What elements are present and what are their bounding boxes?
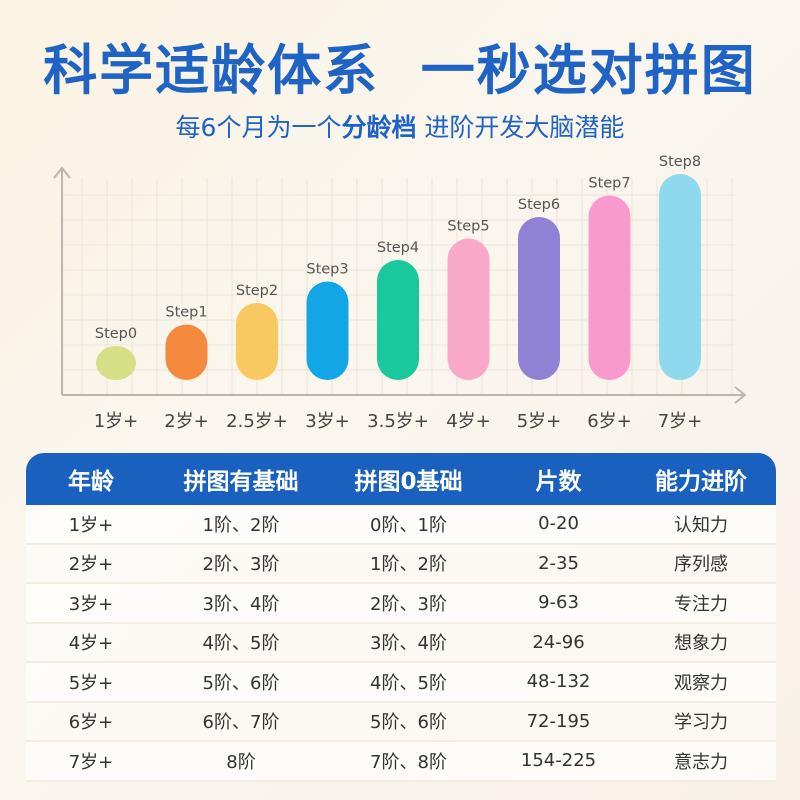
bar-label: Step8 bbox=[659, 154, 701, 170]
cell-pieces: 2-35 bbox=[538, 552, 579, 574]
cell-beginner: 7阶、8阶 bbox=[370, 751, 447, 773]
cell-pieces: 24-96 bbox=[532, 631, 585, 653]
bar bbox=[447, 238, 490, 380]
cell-ability: 学习力 bbox=[674, 712, 728, 734]
bar-label: Step2 bbox=[236, 283, 278, 299]
cell-ability: 认知力 bbox=[674, 514, 728, 536]
cell-experienced: 1阶、2阶 bbox=[202, 514, 280, 536]
y-axis-arrow bbox=[53, 166, 71, 179]
cell-ability: 专注力 bbox=[674, 593, 728, 615]
chart-bars: Step0 Step1 Step2 Step3 Step4 Step5 Step6 Step7… bbox=[95, 154, 701, 380]
cell-ability: 序列感 bbox=[674, 554, 728, 576]
x-tick-label: 2岁+ bbox=[164, 411, 209, 432]
cell-pieces: 0-20 bbox=[538, 513, 579, 535]
cell-experienced: 6阶、7阶 bbox=[202, 712, 280, 734]
x-tick-label: 7岁+ bbox=[658, 411, 703, 432]
header-cell-age: 年龄 bbox=[68, 469, 114, 495]
bar-label: Step0 bbox=[95, 326, 137, 342]
x-axis-arrow bbox=[734, 386, 747, 404]
table-row: 1岁+ 1阶、2阶 0阶、1阶 0-20 认知力 bbox=[26, 505, 776, 545]
cell-pieces: 154-225 bbox=[520, 750, 597, 772]
header-cell-experienced: 拼图有基础 bbox=[183, 469, 299, 495]
cell-beginner: 5阶、6阶 bbox=[370, 712, 447, 734]
chart-axes: 1岁+ 2岁+ 2.5岁+ 3岁+ 3.5岁+ 4岁+ 5岁+ 6岁+ 7岁+ bbox=[53, 166, 747, 432]
cell-experienced: 3阶、4阶 bbox=[202, 593, 280, 615]
cell-ability: 想象力 bbox=[674, 633, 728, 655]
bar-label: Step7 bbox=[588, 176, 630, 192]
header-cell-ability: 能力进阶 bbox=[655, 469, 747, 495]
page-subtitle: 每6个月为一个分龄档 进阶开发大脑潜能 bbox=[0, 108, 800, 144]
bar bbox=[306, 281, 349, 380]
cell-experienced: 8阶 bbox=[226, 751, 256, 773]
table-row: 6岁+ 6阶、7阶 5阶、6阶 72-195 学习力 bbox=[26, 702, 776, 742]
table-row: 4岁+ 4阶、5阶 3阶、4阶 24-96 想象力 bbox=[26, 623, 776, 663]
cell-age: 1岁+ bbox=[68, 514, 114, 536]
cell-beginner: 3阶、4阶 bbox=[370, 633, 447, 655]
cell-experienced: 2阶、3阶 bbox=[202, 554, 280, 576]
x-tick-label: 2.5岁+ bbox=[226, 411, 288, 432]
cell-pieces: 48-132 bbox=[526, 671, 591, 693]
cell-beginner: 0阶、1阶 bbox=[370, 514, 447, 536]
header-cell-pieces: 片数 bbox=[535, 469, 582, 495]
bar-label: Step6 bbox=[518, 197, 560, 213]
cell-beginner: 4阶、5阶 bbox=[370, 672, 447, 694]
cell-experienced: 4阶、5阶 bbox=[202, 633, 280, 655]
step-chart: Step0 Step1 Step2 Step3 Step4 Step5 Step6 Step7… bbox=[53, 154, 747, 432]
bar bbox=[518, 217, 560, 380]
table-header: 年龄 拼图有基础 拼图0基础 片数 能力进阶 bbox=[26, 453, 776, 505]
subtitle-bold: 分龄档 bbox=[341, 113, 417, 142]
table-row: 3岁+ 3阶、4阶 2阶、3阶 9-63 专注力 bbox=[26, 584, 776, 624]
cell-ability: 观察力 bbox=[674, 672, 728, 694]
x-tick-label: 3.5岁+ bbox=[367, 411, 429, 432]
cell-pieces: 9-63 bbox=[538, 592, 579, 614]
table-row: 2岁+ 2阶、3阶 1阶、2阶 2-35 序列感 bbox=[26, 544, 776, 584]
cell-age: 7岁+ bbox=[68, 751, 114, 773]
page-title: 科学适龄体系 一秒选对拼图 bbox=[43, 39, 757, 102]
cell-age: 3岁+ bbox=[68, 593, 114, 615]
age-table: 年龄 拼图有基础 拼图0基础 片数 能力进阶 1岁+ 1阶、2阶 0阶、1阶 0… bbox=[26, 453, 776, 783]
cell-beginner: 1阶、2阶 bbox=[370, 554, 447, 576]
table-row: 5岁+ 5阶、6阶 4阶、5阶 48-132 观察力 bbox=[26, 663, 776, 703]
bar-label: Step3 bbox=[306, 262, 348, 278]
cell-ability: 意志力 bbox=[674, 751, 728, 773]
bar bbox=[165, 324, 208, 380]
cell-age: 5岁+ bbox=[68, 672, 114, 694]
x-tick-label: 3岁+ bbox=[305, 411, 350, 432]
bar bbox=[96, 346, 136, 380]
cell-age: 6岁+ bbox=[68, 712, 114, 734]
bar bbox=[588, 195, 631, 380]
bar bbox=[659, 174, 701, 380]
x-tick-label: 6岁+ bbox=[587, 411, 632, 432]
bar bbox=[377, 260, 419, 380]
bar-label: Step5 bbox=[447, 219, 489, 235]
cell-age: 2岁+ bbox=[68, 554, 114, 576]
bar bbox=[236, 303, 278, 380]
header-cell-beginner: 拼图0基础 bbox=[354, 469, 463, 495]
x-tick-label: 4岁+ bbox=[446, 411, 491, 432]
x-tick-label: 5岁+ bbox=[517, 411, 562, 432]
subtitle-post: 进阶开发大脑潜能 bbox=[416, 113, 625, 142]
cell-beginner: 2阶、3阶 bbox=[370, 593, 447, 615]
cell-experienced: 5阶、6阶 bbox=[202, 672, 280, 694]
table-row: 7岁+ 8阶 7阶、8阶 154-225 意志力 bbox=[26, 742, 776, 782]
subtitle-pre: 每6个月为一个 bbox=[175, 113, 342, 142]
cell-age: 4岁+ bbox=[68, 633, 114, 655]
x-tick-label: 1岁+ bbox=[94, 411, 139, 432]
bar-label: Step4 bbox=[377, 240, 419, 256]
bar-label: Step1 bbox=[165, 305, 207, 321]
table-body: 1岁+ 1阶、2阶 0阶、1阶 0-20 认知力 2岁+ 2阶、3阶 1阶、2阶… bbox=[26, 505, 776, 782]
cell-pieces: 72-195 bbox=[526, 710, 591, 732]
